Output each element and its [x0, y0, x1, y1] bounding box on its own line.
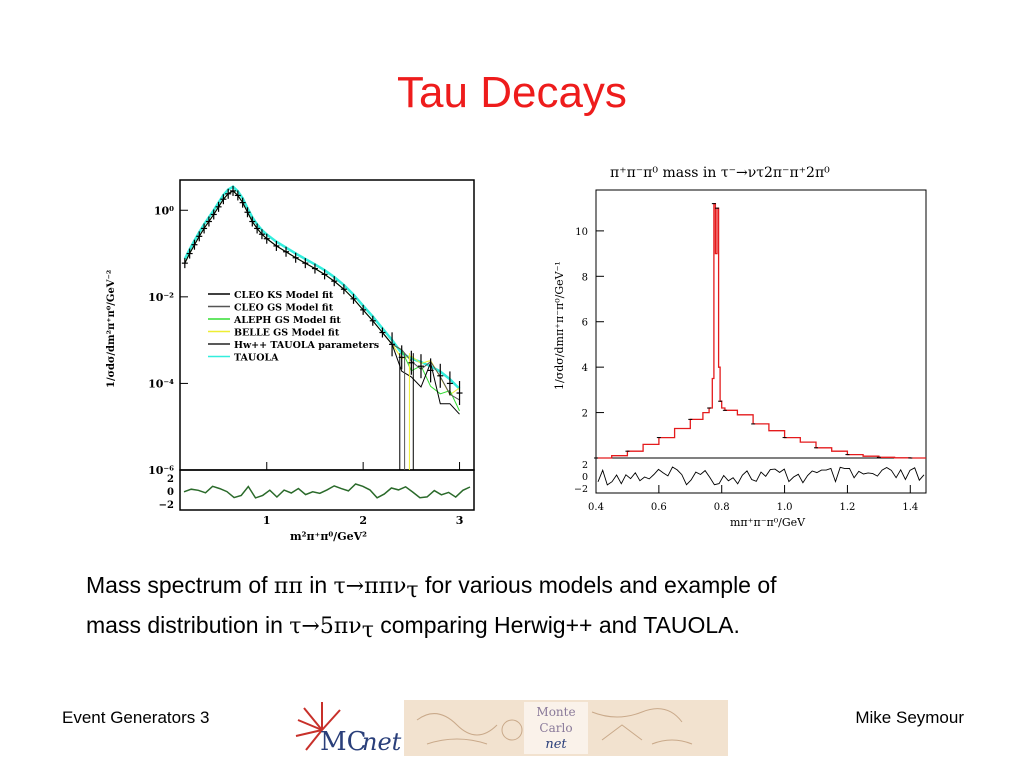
left-legend-label: CLEO GS Model fit [234, 303, 334, 314]
right-xtick-label: 0.6 [651, 502, 667, 513]
logo-badge-carlo: Carlo [539, 721, 572, 735]
right-ytick-label: 6 [582, 318, 588, 329]
logo-badge-net: net [545, 737, 567, 752]
right-ytick-label: 10 [575, 227, 588, 238]
slide-caption: Mass spectrum of ππ in τ→ππντ for variou… [86, 568, 966, 648]
footer-left: Event Generators 3 [62, 708, 210, 727]
caption-text: in [302, 572, 334, 598]
right-x-axis-label: mπ⁺π⁻π⁰/GeV [730, 516, 806, 529]
right-ratio-curve [597, 466, 925, 486]
left-curves [181, 185, 471, 499]
left-legend: CLEO KS Model fit CLEO GS Model fitALEPH … [208, 290, 379, 364]
caption-symbol: τ→5πν [289, 614, 362, 639]
footer-right: Mike Seymour [855, 708, 964, 727]
right-xtick-label: 0.4 [588, 502, 604, 513]
logo-mc-text: MC [320, 727, 367, 756]
right-xtick-label: 1.2 [839, 502, 855, 513]
right-ytick-label: 4 [582, 363, 588, 374]
right-ratio-tick-label: −2 [574, 484, 588, 495]
left-legend-label: ALEPH GS Model fit [233, 315, 341, 326]
caption-text: mass distribution in [86, 612, 290, 638]
left-legend-label: Hw++ TAUOLA parameters [234, 340, 379, 351]
left-y-axis-label: 1/σdσ/dm²π⁺π⁰/GeV⁻² [106, 270, 117, 388]
left-x-axis-label: m²π⁺π⁰/GeV² [290, 530, 367, 543]
left-xtick-label: 3 [456, 514, 464, 527]
logo-burst-icon [295, 702, 341, 751]
right-xtick-label: 1.4 [902, 502, 918, 513]
left-ytick-label: 10⁰ [154, 204, 174, 217]
left-ratio-frame [179, 469, 475, 511]
caption-symbol: τ→ππν [333, 574, 407, 599]
left-ticks: 10⁰ 10⁻² 10⁻⁴ 10⁻⁶ 1 2 3 2 0 −2 [148, 204, 463, 527]
left-ratio-tick-label: 2 [167, 474, 174, 485]
mcnet-logo: MC net Monte Carlo net [295, 700, 728, 756]
caption-subscript: τ [406, 578, 419, 603]
right-chart: π⁺π⁻π⁰ mass in τ⁻→ντ2π⁻π⁺2π⁰ 2 4 6 8 10 0.4 0.… [553, 165, 927, 529]
right-curves [594, 202, 926, 486]
logo-badge [524, 702, 588, 754]
left-legend-label: TAUOLA [234, 353, 279, 364]
right-ratio-frame [595, 457, 927, 494]
logo-badge-monte: Monte [536, 705, 575, 719]
left-xtick-label: 2 [359, 514, 367, 527]
slide-title: Tau Decays [397, 68, 627, 117]
logo-banner-sketch [416, 708, 693, 745]
right-chart-title: π⁺π⁻π⁰ mass in τ⁻→ντ2π⁻π⁺2π⁰ [610, 165, 830, 181]
left-legend-label: BELLE GS Model fit [234, 328, 340, 339]
right-xtick-label: 0.8 [714, 502, 730, 513]
left-chart: 10⁰ 10⁻² 10⁻⁴ 10⁻⁶ 1 2 3 2 0 −2 CLEO KS Model fit… [106, 179, 475, 543]
left-ytick-label: 10⁻⁶ [148, 464, 174, 477]
right-ytick-label: 2 [582, 409, 588, 420]
left-ytick-label: 10⁻² [148, 291, 174, 304]
caption-text: comparing Herwig++ and TAUOLA. [373, 612, 740, 638]
left-xtick-label: 1 [263, 514, 271, 527]
caption-symbol: ππ [273, 574, 303, 599]
right-xtick-label: 1.0 [777, 502, 793, 513]
left-ratio-tick-label: −2 [159, 500, 174, 511]
left-ratio-curve [183, 483, 471, 499]
right-ytick-label: 8 [582, 272, 588, 283]
logo-net-text: net [362, 728, 402, 756]
right-tauola-histogram [596, 202, 926, 459]
left-legend-label: CLEO KS Model fit [234, 290, 334, 301]
caption-subscript: τ [361, 618, 374, 643]
caption-text: Mass spectrum of [86, 572, 274, 598]
caption-text: for various models and example of [418, 572, 777, 598]
left-model-curve [183, 185, 461, 390]
right-ratio-tick-label: 0 [582, 472, 588, 483]
left-ytick-label: 10⁻⁴ [148, 377, 174, 390]
right-plot-frame [595, 189, 927, 459]
left-ratio-tick-label: 0 [167, 487, 174, 498]
right-ratio-tick-label: 2 [582, 460, 588, 471]
right-y-axis-label: 1/σdσ/dmπ⁺π⁻π⁰/GeV⁻¹ [553, 261, 566, 390]
